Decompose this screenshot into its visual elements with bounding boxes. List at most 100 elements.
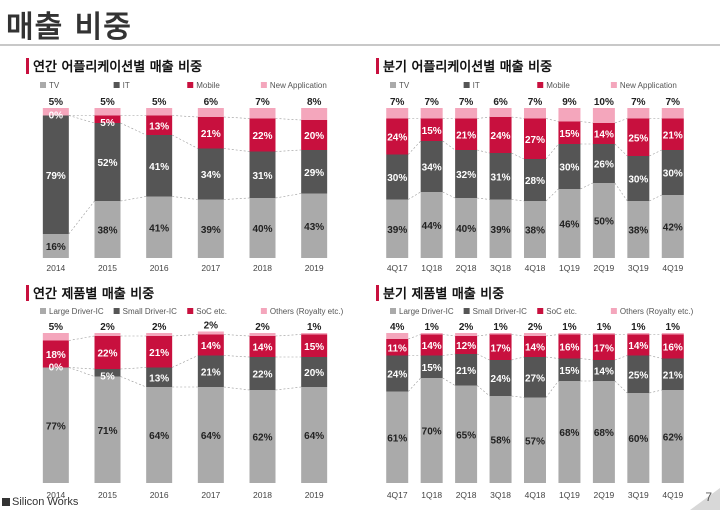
legend-label: Small Driver-IC [123,307,177,316]
value-label: 41% [149,162,169,173]
legend-swatch [463,82,470,88]
connector-line [275,386,302,391]
legend-swatch [390,308,396,314]
panel-title-marker [26,285,29,301]
value-label: 43% [304,222,324,233]
category-label: 4Q18 [525,490,546,500]
bar-segment [386,108,409,119]
connector-line [649,389,662,394]
value-label: 8% [307,97,322,108]
value-label: 1% [424,322,439,333]
category-label: 4Q17 [387,263,408,273]
category-label: 3Q18 [490,263,511,273]
bar-segment [661,390,684,483]
bar-segment [455,333,478,336]
bar-segment [489,360,512,396]
bar-segment [197,117,224,149]
value-label: 1% [493,322,508,333]
connector-line [408,191,421,200]
category-label: 3Q18 [490,490,511,500]
bar-segment [420,141,443,192]
bar-segment [42,108,69,116]
bar-segment [558,189,581,258]
value-label: 24% [491,374,511,385]
bar-segment [489,117,512,153]
bar-segment [301,333,328,335]
value-label: 2% [152,322,167,333]
connector-line [614,355,628,361]
bar-segment [249,357,276,390]
value-label: 38% [628,226,648,237]
value-label: 64% [149,431,169,442]
value-label: 21% [201,129,221,140]
bar-segment [146,196,173,258]
connector-line [442,377,456,386]
category-label: 1Q19 [559,490,580,500]
value-label: 64% [201,431,221,442]
bar-segment [249,118,276,152]
value-label: 30% [663,169,683,180]
bar-segment [524,333,546,336]
connector-line [408,334,421,340]
value-label: 70% [422,427,442,438]
bar-segment [627,333,650,335]
category-label: 2015 [98,490,117,500]
category-label: 4Q17 [387,490,408,500]
value-label: 27% [525,135,545,146]
value-label: 7% [255,97,270,108]
value-label: 41% [149,223,169,234]
bar-segment [249,151,276,198]
connector-line [477,197,490,200]
value-label: 21% [149,348,169,359]
value-label: 31% [252,171,272,182]
bar-segment [197,387,224,483]
bar-segment [420,192,443,258]
connector-line [476,353,490,361]
connector-line [649,194,662,202]
value-label: 77% [46,421,66,432]
value-label: 2% [528,322,543,333]
bar-segment [386,339,409,356]
panel-title: 분기 어플리케이션별 매출 비중 [383,59,552,75]
value-label: 0% [49,111,64,122]
panel-title-marker [376,285,379,301]
connector-line [68,335,95,341]
bar-segment [455,354,478,386]
value-label: 32% [456,170,476,181]
value-label: 17% [491,343,511,354]
bar-segment [592,108,615,123]
legend-swatch [463,308,470,314]
connector-line [545,334,559,337]
connector-line [442,140,456,151]
value-label: 50% [594,217,614,228]
connector-line [511,334,525,337]
bar-segment [386,355,409,392]
bar-segment [524,108,546,119]
value-label: 9% [562,97,577,108]
bar-segment [524,397,546,483]
connector-line [580,182,594,190]
bar-segment [420,378,443,483]
connector-line [545,143,559,160]
bar-segment [558,333,581,335]
bar-segment [489,396,512,483]
category-label: 2Q18 [456,263,477,273]
value-label: 65% [456,430,476,441]
bar-segment [524,159,546,201]
category-label: 2017 [201,490,220,500]
category-label: 4Q19 [662,490,683,500]
page-title: 매출 비중 [6,10,132,45]
value-label: 34% [201,170,221,181]
value-label: 7% [459,97,474,108]
legend-label: Mobile [196,81,220,90]
value-label: 13% [149,121,169,132]
legend-label: TV [49,81,60,90]
category-label: 3Q19 [628,490,649,500]
bar-segment [42,333,69,341]
value-label: 20% [304,368,324,379]
bar-segment [301,357,328,387]
bar-segment [42,340,69,368]
value-label: 58% [491,436,511,447]
legend-swatch [113,308,120,314]
value-label: 31% [491,172,511,183]
